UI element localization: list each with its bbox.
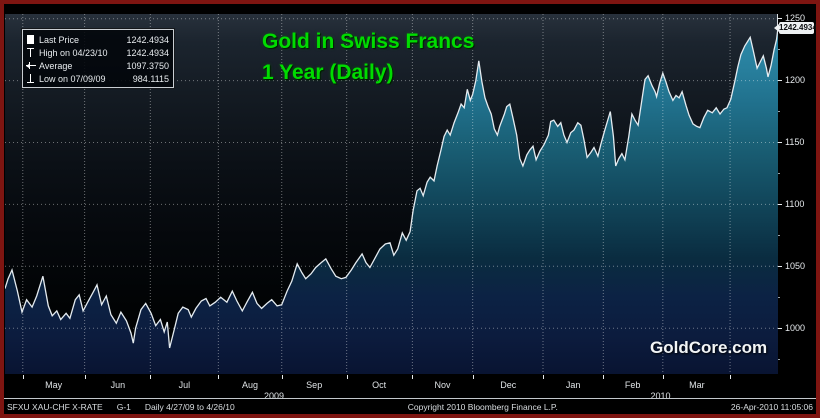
legend-row-high: High on 04/23/10 1242.4934 — [26, 46, 169, 59]
x-axis-month-label: Jul — [178, 380, 191, 390]
x-axis-month-label: Jan — [565, 380, 581, 390]
y-axis-tick — [778, 142, 782, 143]
footer-left: SFXU XAU-CHF X-RATE G-1 Daily 4/27/09 to… — [7, 402, 235, 412]
x-axis-month-label: Dec — [500, 380, 517, 390]
goldcore-watermark: GoldCore.com — [650, 338, 768, 357]
x-axis-month-label: Nov — [434, 380, 451, 390]
x-axis-tick — [281, 375, 283, 379]
x-axis-tick — [730, 375, 732, 379]
legend-value: 1242.4934 — [126, 34, 169, 45]
last-price-square-icon — [26, 34, 37, 45]
x-axis-month-label: Sep — [306, 380, 323, 390]
y-axis-tick — [778, 203, 782, 205]
x-axis-month-label: Feb — [624, 380, 641, 390]
y-axis-tick — [778, 80, 782, 82]
legend-box: Last Price 1242.4934 High on 04/23/10 12… — [21, 28, 175, 89]
legend-label: Last Price — [39, 34, 80, 45]
legend-value: 984.1115 — [132, 73, 169, 84]
y-axis: 1242.4934 1250 1200 1150 1100 1050 1000 — [774, 13, 817, 374]
y-axis-label: 1050 — [785, 260, 806, 271]
legend-value: 1097.3750 — [126, 60, 169, 71]
y-axis-label: 1000 — [785, 322, 806, 333]
legend-label: High on 04/23/10 — [39, 47, 108, 58]
x-axis-month-label: Jun — [110, 380, 126, 390]
x-axis-tick — [218, 375, 220, 379]
y-axis-label: 1150 — [785, 137, 805, 147]
y-axis-label: 1200 — [785, 75, 806, 86]
x-axis-tick — [472, 375, 474, 379]
chart-title: Gold in Swiss Francs 1 Year (Daily) — [262, 26, 474, 88]
x-axis-tick — [84, 375, 86, 379]
y-axis-minor-tick — [778, 296, 780, 298]
y-axis-label: 1250 — [785, 13, 806, 24]
x-axis-month-label: Aug — [242, 380, 259, 390]
legend-value: 1242.4934 — [126, 47, 169, 58]
price-area-fill — [5, 28, 778, 374]
y-axis-minor-tick — [778, 358, 780, 360]
x-axis: May Jun Jul Aug Sep Oct Nov Dec Jan Feb Mar 2009 201… — [5, 375, 779, 404]
y-axis-tick — [778, 265, 782, 267]
y-axis-tick — [778, 327, 782, 329]
y-axis-minor-tick — [778, 49, 780, 51]
x-axis-tick — [543, 375, 544, 379]
chart-title-line2: 1 Year (Daily) — [262, 61, 394, 84]
y-axis-minor-tick — [778, 172, 780, 174]
footer-graph-id: G-1 — [116, 401, 131, 412]
x-axis-tick — [662, 375, 664, 379]
y-axis-minor-tick — [778, 234, 780, 236]
x-axis-tick — [22, 375, 24, 379]
x-axis-month-label: Mar — [689, 380, 705, 390]
x-axis-month-label: May — [45, 380, 63, 390]
last-price-flag: 1242.4934 — [774, 21, 817, 34]
low-marker-icon — [26, 73, 37, 84]
x-axis-month-label: Oct — [372, 380, 387, 390]
legend-label: Average — [39, 60, 73, 71]
legend-row-average: Average 1097.3750 — [26, 59, 169, 72]
price-line — [5, 27, 778, 349]
footer-security: SFXU XAU-CHF X-RATE — [7, 401, 103, 412]
chart-title-line1: Gold in Swiss Francs — [262, 30, 475, 53]
price-area-chart — [5, 14, 778, 374]
footer-timestamp: 26-Apr-2010 11:05:06 — [730, 401, 813, 412]
x-axis-tick — [412, 375, 414, 379]
x-axis-tick — [150, 375, 152, 379]
legend-row-last-price: Last Price 1242.4934 — [26, 33, 169, 46]
average-marker-icon — [26, 60, 37, 71]
legend-label: Low on 07/09/09 — [39, 73, 106, 84]
x-axis-tick — [603, 375, 605, 379]
y-axis-label: 1100 — [785, 198, 805, 209]
chart-plot-area[interactable]: Last Price 1242.4934 High on 04/23/10 12… — [5, 14, 778, 374]
x-axis-tick — [346, 375, 348, 379]
footer-copyright: Copyright 2010 Bloomberg Finance L.P. — [407, 401, 558, 412]
x-axis-year-label: 2010 — [650, 391, 671, 401]
high-marker-icon — [26, 47, 37, 58]
footer-range: Daily 4/27/09 to 4/26/10 — [144, 401, 235, 412]
y-axis-minor-tick — [778, 111, 780, 113]
footer-bar: SFXU XAU-CHF X-RATE G-1 Daily 4/27/09 to… — [4, 398, 816, 414]
y-axis-tick — [778, 18, 782, 20]
x-axis-year-label: 2009 — [263, 391, 285, 401]
legend-row-low: Low on 07/09/09 984.1115 — [26, 72, 169, 85]
